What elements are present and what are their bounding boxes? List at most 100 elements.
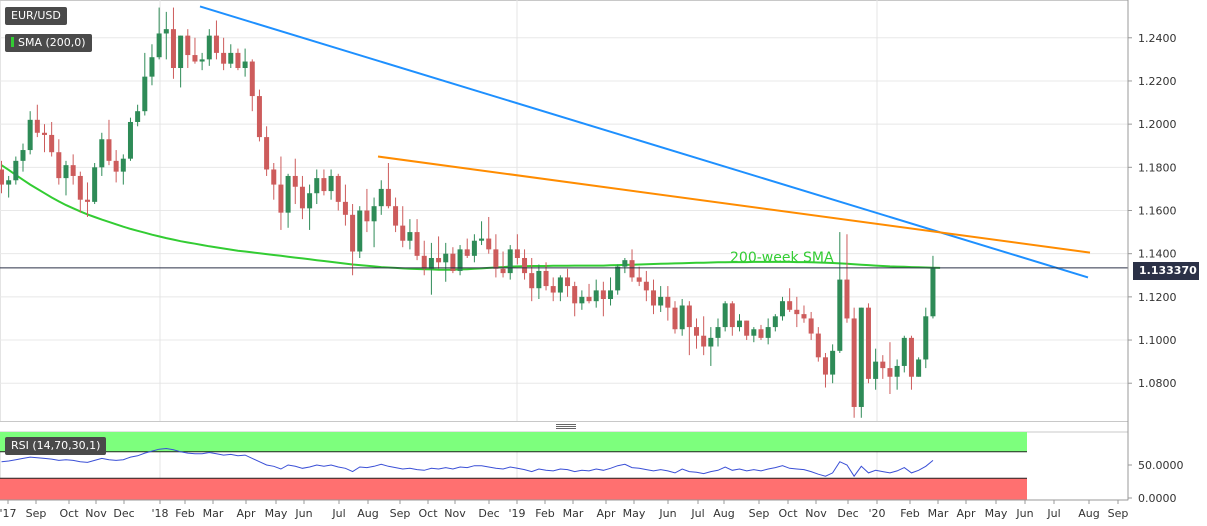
- candle-body-bear: [235, 52, 241, 69]
- x-tick-label: Mar: [563, 507, 584, 520]
- candle-body-bear: [729, 303, 735, 328]
- candle-body-bear: [865, 307, 871, 379]
- symbol-tag[interactable]: EUR/USD: [5, 7, 67, 25]
- candle-body-bull: [901, 337, 907, 366]
- candle-body-bear: [350, 214, 356, 252]
- candle-body-bear: [450, 253, 456, 271]
- candle-body-bear: [672, 307, 678, 330]
- x-tick-label: Jun: [658, 507, 676, 520]
- candle-body-bear: [213, 35, 219, 53]
- candle-body-bear: [192, 55, 198, 62]
- x-tick-label: Oct: [59, 507, 79, 520]
- candle-body-bull: [858, 307, 864, 407]
- candle-body-bear: [342, 201, 348, 215]
- x-tick-label: Aug: [1078, 507, 1099, 520]
- candle-body-bear: [844, 279, 850, 319]
- candle-body-bull: [736, 320, 742, 328]
- candle-body-bull: [378, 188, 384, 207]
- chart-axes: 1.2400 1.2200 1.2000 1.1800 1.1600 1.1400 1.12…: [0, 0, 1184, 520]
- candle-body-bear: [822, 357, 828, 375]
- candle-body-bull: [479, 238, 485, 241]
- candle-body-bear: [106, 139, 112, 161]
- candle-body-bull: [557, 277, 563, 293]
- candle-body-bear: [493, 249, 499, 269]
- candle-body-bull: [13, 160, 19, 181]
- candle-body-bear: [292, 175, 298, 187]
- y-tick-label: 1.2200: [1138, 75, 1177, 88]
- candle-body-bear: [744, 320, 750, 336]
- x-tick-label: Oct: [778, 507, 798, 520]
- x-tick-label: Apr: [236, 507, 256, 520]
- candle-body-bear: [529, 273, 535, 289]
- candle-body-bull: [579, 296, 585, 304]
- x-tick-label: Sep: [749, 507, 770, 520]
- candle-body-bull: [63, 165, 69, 179]
- candle-body-bull: [873, 361, 879, 379]
- x-tick-label: Mar: [928, 507, 949, 520]
- rsi-indicator-tag[interactable]: RSI (14,70,30,1): [5, 437, 107, 455]
- candle-body-bear: [808, 318, 814, 334]
- x-tick-label: '19: [508, 507, 525, 520]
- candle-body-bull: [471, 240, 477, 256]
- candle-body-bull: [507, 249, 513, 274]
- candle-body-bear: [170, 29, 176, 69]
- candle-body-bear: [185, 35, 191, 56]
- sma-indicator-tag[interactable]: SMA (200,0): [5, 34, 92, 52]
- candle-body-bull: [443, 253, 449, 263]
- x-tick-label: Oct: [418, 507, 438, 520]
- descending-trendline-orange: [377, 155, 1091, 254]
- x-tick-label: Dec: [478, 507, 499, 520]
- rsi-line: [1, 447, 934, 478]
- candle-body-bull: [428, 257, 434, 269]
- candle-body-bear: [70, 165, 76, 176]
- sma-200-line: [0, 164, 941, 271]
- candle-body-bear: [393, 206, 399, 226]
- candle-body-bull: [178, 35, 184, 69]
- x-tick-label: Jun: [294, 507, 312, 520]
- candle-body-bull: [328, 175, 334, 192]
- candle-body-bear: [600, 290, 606, 300]
- candle-body-bull: [923, 316, 929, 360]
- candle-body-bull: [199, 59, 205, 62]
- candle-body-bear: [908, 337, 914, 377]
- candle-body-bull: [156, 33, 162, 58]
- y-tick-label: 1.1200: [1138, 291, 1177, 304]
- candle-body-bear: [221, 52, 227, 64]
- candle-body-bear: [694, 327, 700, 336]
- candle-body-bull: [779, 301, 785, 317]
- candle-body-bear: [550, 286, 556, 293]
- y-tick-label: 1.1000: [1138, 334, 1177, 347]
- x-tick-label: Sep: [26, 507, 47, 520]
- candle-body-bear: [335, 175, 341, 202]
- candle-body-bull: [536, 270, 542, 289]
- candle-body-bear: [801, 314, 807, 319]
- panel-resize-handle[interactable]: [556, 424, 576, 430]
- candle-body-bull: [314, 178, 320, 194]
- y-tick-label: 1.2400: [1138, 32, 1177, 45]
- candle-body-bear: [436, 257, 442, 263]
- candle-body-bull: [99, 139, 105, 168]
- x-tick-label: Nov: [85, 507, 107, 520]
- x-tick-label: Feb: [175, 507, 194, 520]
- candle-body-bull: [285, 175, 291, 213]
- candle-body-bear: [49, 134, 55, 153]
- candle-body-bear: [815, 333, 821, 358]
- x-tick-label: '17: [0, 507, 17, 520]
- candle-body-bear: [851, 318, 857, 407]
- candle-body-bear: [56, 152, 62, 179]
- candle-body-bear: [758, 329, 764, 338]
- candle-body-bear: [278, 184, 284, 213]
- candle-body-bear: [34, 119, 40, 133]
- x-tick-label: Dec: [113, 507, 134, 520]
- sma-indicator-label: SMA (200,0): [18, 36, 86, 49]
- x-tick-label: Jul: [331, 507, 345, 520]
- candle-body-bull: [135, 111, 141, 122]
- candle-body-bear: [565, 277, 571, 287]
- candle-body-bear: [572, 286, 578, 304]
- x-tick-label: Aug: [357, 507, 378, 520]
- x-tick-label: Apr: [956, 507, 976, 520]
- candle-body-bull: [765, 327, 771, 338]
- candle-body-bear: [364, 210, 370, 222]
- rsi-panel: [0, 432, 1027, 500]
